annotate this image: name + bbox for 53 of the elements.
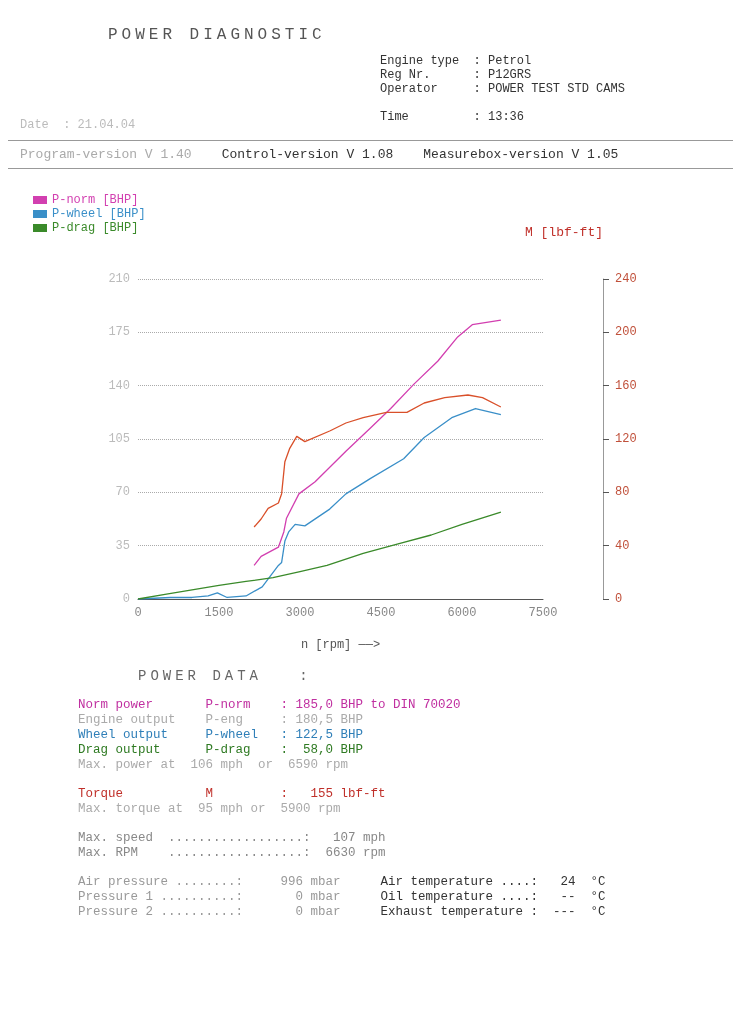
y2-tick-label: 160 [615,378,637,393]
y-tick-label: 175 [108,325,130,340]
y2-tick-label: 0 [615,592,623,606]
x-tick-label: 0 [134,606,142,620]
x-tick-label: 1500 [204,606,234,620]
legend-label: P-norm [BHP] [52,193,139,207]
text: Engine output P-eng : 180,5 BHP [78,713,365,728]
text: Pressure 2 ..........: 0 mbar [78,905,341,920]
text: Engine type : Petrol [380,54,533,68]
chart-title: POWER DIAGNOSTIC [107,25,327,46]
text: Oil temperature ....: -- °C [380,890,606,905]
text: Air pressure ........: 996 mbar [78,875,341,890]
y-tick-label: 105 [108,432,130,446]
text: Program-version V 1.40 [20,147,192,162]
y2-axis-title: M [lbf-ft] [524,225,603,240]
x-axis-title: n [rpm] ——> [300,638,381,652]
text: Max. RPM ..................: 6630 rpm [78,846,387,861]
y2-tick-label: 80 [615,485,630,500]
line-series [253,394,502,528]
text: Reg Nr. : P12GRS [380,68,533,82]
x-tick-label: 3000 [285,606,315,620]
text: Pressure 1 ..........: 0 mbar [78,890,341,905]
text: Drag output P-drag : 58,0 BHP [78,743,365,758]
text: Torque M : 155 lbf-ft [78,787,387,802]
y-tick-label: 0 [122,592,130,606]
line-series [253,319,502,567]
text: Time : 13:36 [380,110,526,124]
legend-label: P-drag [BHP] [52,221,139,235]
legend-label: P-wheel [BHP] [52,207,146,221]
text: Max. speed ..................: 107 mph [78,831,387,846]
y-tick-label: 210 [108,272,130,286]
x-tick-label: 4500 [366,606,396,620]
text: Exhaust temperature : --- °C [380,905,606,920]
text: Max. torque at 95 mph or 5900 rpm [78,802,342,817]
y2-tick-label: 200 [615,325,637,340]
line-series [137,511,502,600]
text: POWER DATA : [137,668,313,686]
x-tick-label: 7500 [528,606,558,620]
y2-tick-label: 240 [615,272,637,286]
y2-tick-label: 40 [615,538,630,553]
text: Max. power at 106 mph or 6590 rpm [78,758,350,773]
x-tick-label: 6000 [447,606,477,620]
y2-tick-label: 120 [615,432,637,446]
text: Date : 21.04.04 [20,118,137,132]
text: Wheel output P-wheel : 122,5 BHP [78,728,365,743]
text: Control-version V 1.08 [221,147,394,162]
text: Measurebox-version V 1.05 [423,147,619,162]
text: Operator : POWER TEST STD CAMS [380,82,625,96]
text: Air temperature ....: 24 °C [380,875,606,890]
y-tick-label: 70 [115,485,130,500]
y-tick-label: 35 [115,538,130,553]
text: Norm power P-norm : 185,0 BHP to DIN 70020 [78,698,462,713]
y-tick-label: 140 [108,378,130,393]
